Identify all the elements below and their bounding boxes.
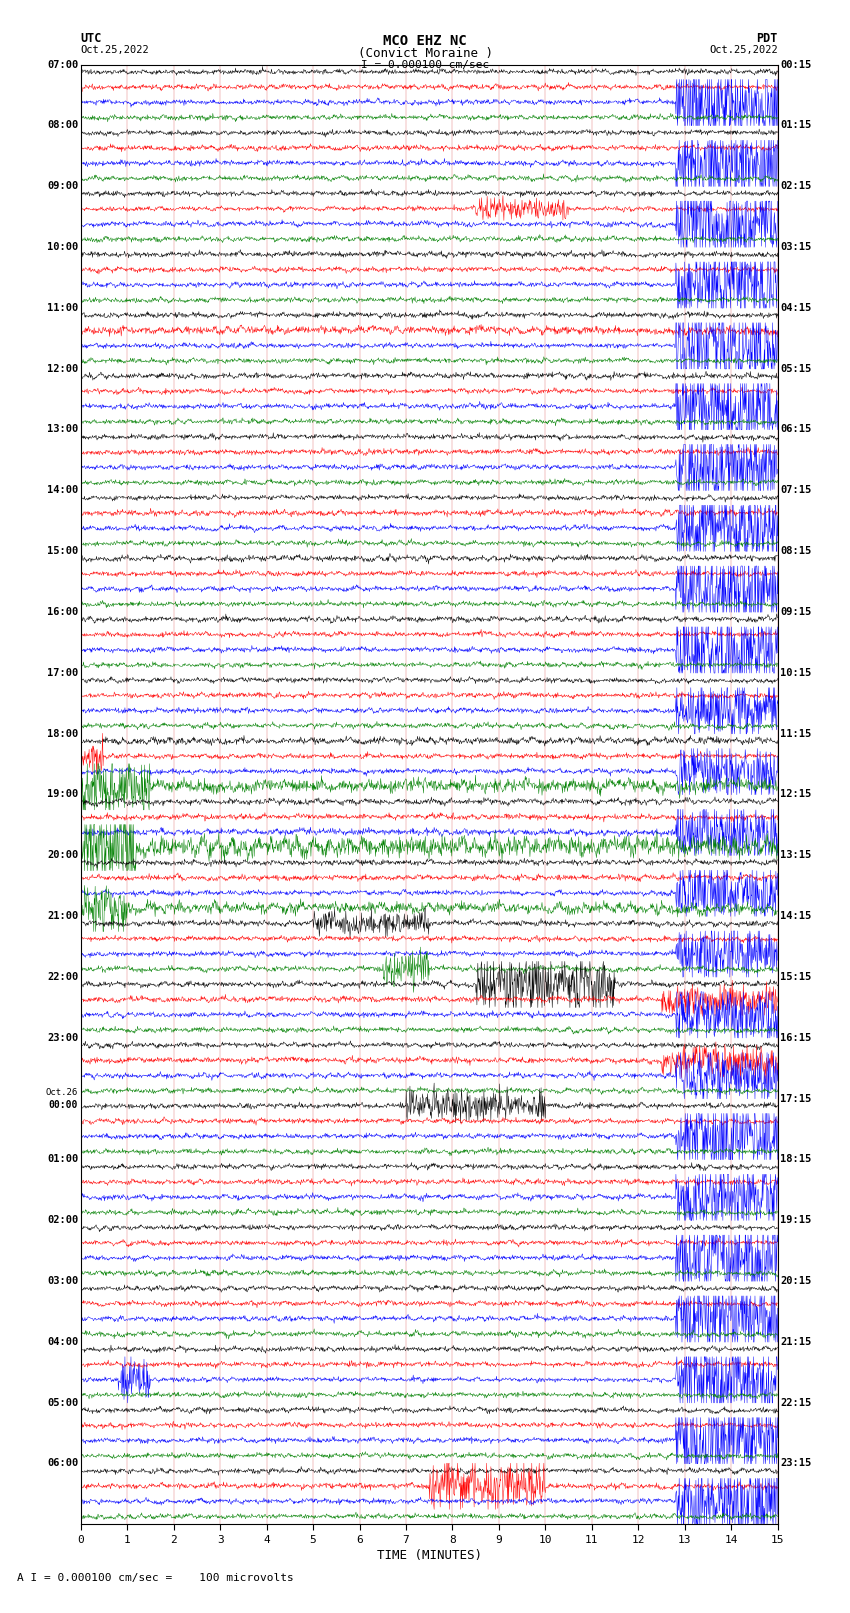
Text: 08:00: 08:00 bbox=[47, 121, 78, 131]
Text: 18:15: 18:15 bbox=[780, 1155, 812, 1165]
Text: 03:15: 03:15 bbox=[780, 242, 812, 252]
Text: 20:00: 20:00 bbox=[47, 850, 78, 860]
Text: 07:15: 07:15 bbox=[780, 486, 812, 495]
Text: 12:15: 12:15 bbox=[780, 789, 812, 800]
Text: 22:15: 22:15 bbox=[780, 1397, 812, 1408]
Text: 04:00: 04:00 bbox=[47, 1337, 78, 1347]
Text: 05:15: 05:15 bbox=[780, 363, 812, 374]
Text: 16:00: 16:00 bbox=[47, 606, 78, 616]
Text: 21:15: 21:15 bbox=[780, 1337, 812, 1347]
Text: 14:00: 14:00 bbox=[47, 486, 78, 495]
Text: 22:00: 22:00 bbox=[47, 973, 78, 982]
Text: 02:00: 02:00 bbox=[47, 1215, 78, 1226]
Text: 01:00: 01:00 bbox=[47, 1155, 78, 1165]
Text: 15:15: 15:15 bbox=[780, 973, 812, 982]
Text: Oct.25,2022: Oct.25,2022 bbox=[81, 45, 150, 55]
Text: 13:00: 13:00 bbox=[47, 424, 78, 434]
Text: 08:15: 08:15 bbox=[780, 547, 812, 556]
Text: 17:15: 17:15 bbox=[780, 1094, 812, 1103]
Text: PDT: PDT bbox=[756, 32, 778, 45]
Text: 18:00: 18:00 bbox=[47, 729, 78, 739]
Text: 07:00: 07:00 bbox=[47, 60, 78, 69]
Text: MCO EHZ NC: MCO EHZ NC bbox=[383, 34, 467, 48]
Text: 12:00: 12:00 bbox=[47, 363, 78, 374]
Text: 03:00: 03:00 bbox=[47, 1276, 78, 1286]
Text: A I = 0.000100 cm/sec =    100 microvolts: A I = 0.000100 cm/sec = 100 microvolts bbox=[17, 1573, 294, 1582]
Text: (Convict Moraine ): (Convict Moraine ) bbox=[358, 47, 492, 60]
Text: 00:15: 00:15 bbox=[780, 60, 812, 69]
Text: 13:15: 13:15 bbox=[780, 850, 812, 860]
Text: UTC: UTC bbox=[81, 32, 102, 45]
Text: 20:15: 20:15 bbox=[780, 1276, 812, 1286]
Text: 09:00: 09:00 bbox=[47, 181, 78, 192]
Text: 02:15: 02:15 bbox=[780, 181, 812, 192]
Text: 05:00: 05:00 bbox=[47, 1397, 78, 1408]
Text: 10:00: 10:00 bbox=[47, 242, 78, 252]
Text: 21:00: 21:00 bbox=[47, 911, 78, 921]
Text: 01:15: 01:15 bbox=[780, 121, 812, 131]
Text: 15:00: 15:00 bbox=[47, 547, 78, 556]
Text: 11:15: 11:15 bbox=[780, 729, 812, 739]
Text: 06:15: 06:15 bbox=[780, 424, 812, 434]
Text: 19:00: 19:00 bbox=[47, 789, 78, 800]
Text: 10:15: 10:15 bbox=[780, 668, 812, 677]
Text: 19:15: 19:15 bbox=[780, 1215, 812, 1226]
Text: 09:15: 09:15 bbox=[780, 606, 812, 616]
Text: 16:15: 16:15 bbox=[780, 1032, 812, 1042]
Text: Oct.25,2022: Oct.25,2022 bbox=[709, 45, 778, 55]
Text: 17:00: 17:00 bbox=[47, 668, 78, 677]
Text: 23:00: 23:00 bbox=[47, 1032, 78, 1042]
Text: 11:00: 11:00 bbox=[47, 303, 78, 313]
Text: Oct.26: Oct.26 bbox=[46, 1087, 78, 1097]
X-axis label: TIME (MINUTES): TIME (MINUTES) bbox=[377, 1548, 482, 1561]
Text: 23:15: 23:15 bbox=[780, 1458, 812, 1468]
Text: 00:00: 00:00 bbox=[48, 1100, 78, 1110]
Text: 06:00: 06:00 bbox=[47, 1458, 78, 1468]
Text: 04:15: 04:15 bbox=[780, 303, 812, 313]
Text: 14:15: 14:15 bbox=[780, 911, 812, 921]
Text: I = 0.000100 cm/sec: I = 0.000100 cm/sec bbox=[361, 60, 489, 69]
